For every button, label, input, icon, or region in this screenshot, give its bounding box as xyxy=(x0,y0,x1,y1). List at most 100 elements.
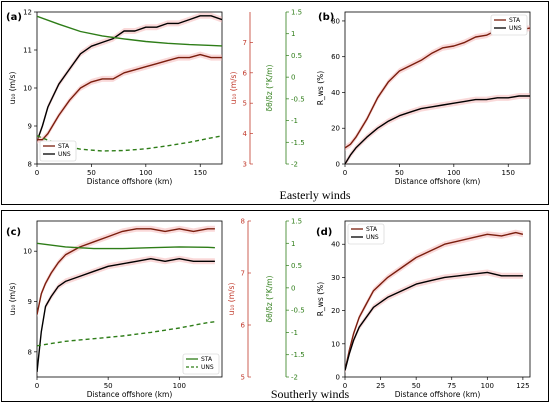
x-tick-label: 50 xyxy=(412,382,421,390)
y-tick-label: 60 xyxy=(331,53,340,61)
series-line-uns xyxy=(345,95,530,164)
series-line-sta-right1 xyxy=(37,53,222,141)
series-line-sta xyxy=(345,231,524,371)
y-axis-label: R_ws (%) xyxy=(316,71,325,105)
y-tick-label: 9 xyxy=(28,123,32,131)
right-tick-label-gradient: 0 xyxy=(291,74,295,82)
right-tick-label-gradient: 0.5 xyxy=(291,52,302,60)
right-axis-label-gradient: δθ/δz (°K/m) xyxy=(265,64,274,111)
x-tick-label: 100 xyxy=(481,382,494,390)
x-tick-label: 150 xyxy=(194,169,207,177)
caption-easterly: Easterly winds xyxy=(280,188,351,202)
legend-label-uns: UNS xyxy=(366,234,379,241)
right-tick-label-u10: 8 xyxy=(241,218,245,226)
panel-label: (c) xyxy=(6,227,21,238)
y-tick-label: 10 xyxy=(23,248,32,256)
panel-label: (a) xyxy=(6,12,22,23)
y-tick-label: 80 xyxy=(331,17,340,25)
series-band-sta xyxy=(37,225,215,318)
series-line-uns-right2 xyxy=(37,135,222,152)
y-tick-label: 8 xyxy=(28,161,32,169)
right-tick-label-u10: 7 xyxy=(243,39,247,47)
y-tick-label: 9 xyxy=(28,298,32,306)
caption-southerly: Southerly winds xyxy=(271,387,350,401)
x-tick-label: 0 xyxy=(343,382,347,390)
right-tick-label-gradient: -2 xyxy=(291,161,298,169)
right-tick-label-gradient: -1 xyxy=(291,117,298,125)
series-line-uns-right2 xyxy=(37,321,215,347)
legend-label-sta: STA xyxy=(58,143,70,150)
right-tick-label-u10: 4 xyxy=(243,130,248,138)
x-tick-label: 100 xyxy=(139,169,152,177)
x-tick-label: 100 xyxy=(173,382,186,390)
y-tick-label: 20 xyxy=(331,125,340,133)
right-tick-label-gradient: 1.5 xyxy=(291,9,302,17)
right-tick-label-gradient: -1.5 xyxy=(291,351,305,359)
bottom-row-frame xyxy=(1,210,549,402)
series-line-sta-right1 xyxy=(37,228,215,315)
right-tick-label-gradient: 1.5 xyxy=(291,218,302,226)
y-tick-label: 11 xyxy=(23,47,32,55)
x-tick-label: 100 xyxy=(447,169,460,177)
y-tick-label: 0 xyxy=(336,161,340,169)
right-tick-label-gradient: 1 xyxy=(291,30,295,38)
legend-label-uns: UNS xyxy=(58,151,71,158)
legend-label-uns: UNS xyxy=(201,364,214,371)
y-tick-label: 12 xyxy=(23,9,32,17)
y-tick-label: 20 xyxy=(331,307,340,315)
right-tick-label-u10: 3 xyxy=(243,161,247,169)
right-tick-label-gradient: 1 xyxy=(291,240,295,248)
x-tick-label: 25 xyxy=(376,382,385,390)
right-tick-label-gradient: -0.5 xyxy=(291,307,305,315)
y-tick-label: 40 xyxy=(331,241,340,249)
series-band-uns xyxy=(345,269,523,374)
y-tick-label: 0 xyxy=(336,374,340,382)
right-axis-label-u10: u₁₀ (m/s) xyxy=(227,283,236,316)
x-tick-label: 75 xyxy=(447,382,456,390)
axes-frame xyxy=(344,220,531,378)
x-tick-label: 50 xyxy=(104,382,113,390)
legend-label-sta: STA xyxy=(366,226,378,233)
series-band-sta xyxy=(345,23,530,151)
series-band-uns xyxy=(37,12,222,145)
right-tick-label-u10: 6 xyxy=(243,69,248,77)
right-axis-label-gradient: δθ/δz (°K/m) xyxy=(265,275,274,322)
top-row-frame xyxy=(1,1,549,205)
right-axis-label-u10: u₁₀ (m/s) xyxy=(229,72,238,105)
y-tick-label: 40 xyxy=(331,89,340,97)
panel-label: (b) xyxy=(318,12,334,23)
y-tick-label: 8 xyxy=(28,348,32,356)
x-tick-label: 0 xyxy=(35,169,39,177)
right-tick-label-u10: 5 xyxy=(241,374,245,382)
right-tick-label-gradient: -2 xyxy=(291,374,298,382)
series-line-uns-left xyxy=(37,15,222,142)
x-tick-label: 50 xyxy=(395,169,404,177)
x-axis-label: Distance offshore (km) xyxy=(395,390,481,399)
series-line-sta-right2 xyxy=(37,15,222,47)
series-band-sta xyxy=(345,229,523,374)
x-tick-label: 50 xyxy=(87,169,96,177)
x-tick-label: 125 xyxy=(516,382,529,390)
y-tick-label: 10 xyxy=(23,85,32,93)
right-tick-label-u10: 6 xyxy=(241,322,246,330)
series-line-uns-left xyxy=(37,258,215,373)
panel-label: (d) xyxy=(316,227,332,238)
right-tick-label-u10: 7 xyxy=(241,270,245,278)
right-tick-label-gradient: 0.5 xyxy=(291,262,302,270)
series-group xyxy=(37,12,222,152)
legend-label-sta: STA xyxy=(201,356,213,363)
series-group xyxy=(345,23,530,164)
x-tick-label: 0 xyxy=(343,169,347,177)
series-line-uns xyxy=(345,271,523,371)
y-axis-label: R_ws (%) xyxy=(316,282,325,316)
y-axis-label: u₁₀ (m/s) xyxy=(8,283,17,316)
right-tick-label-u10: 5 xyxy=(243,100,247,108)
right-tick-label-gradient: -1 xyxy=(291,329,298,337)
axes-frame xyxy=(36,220,223,378)
